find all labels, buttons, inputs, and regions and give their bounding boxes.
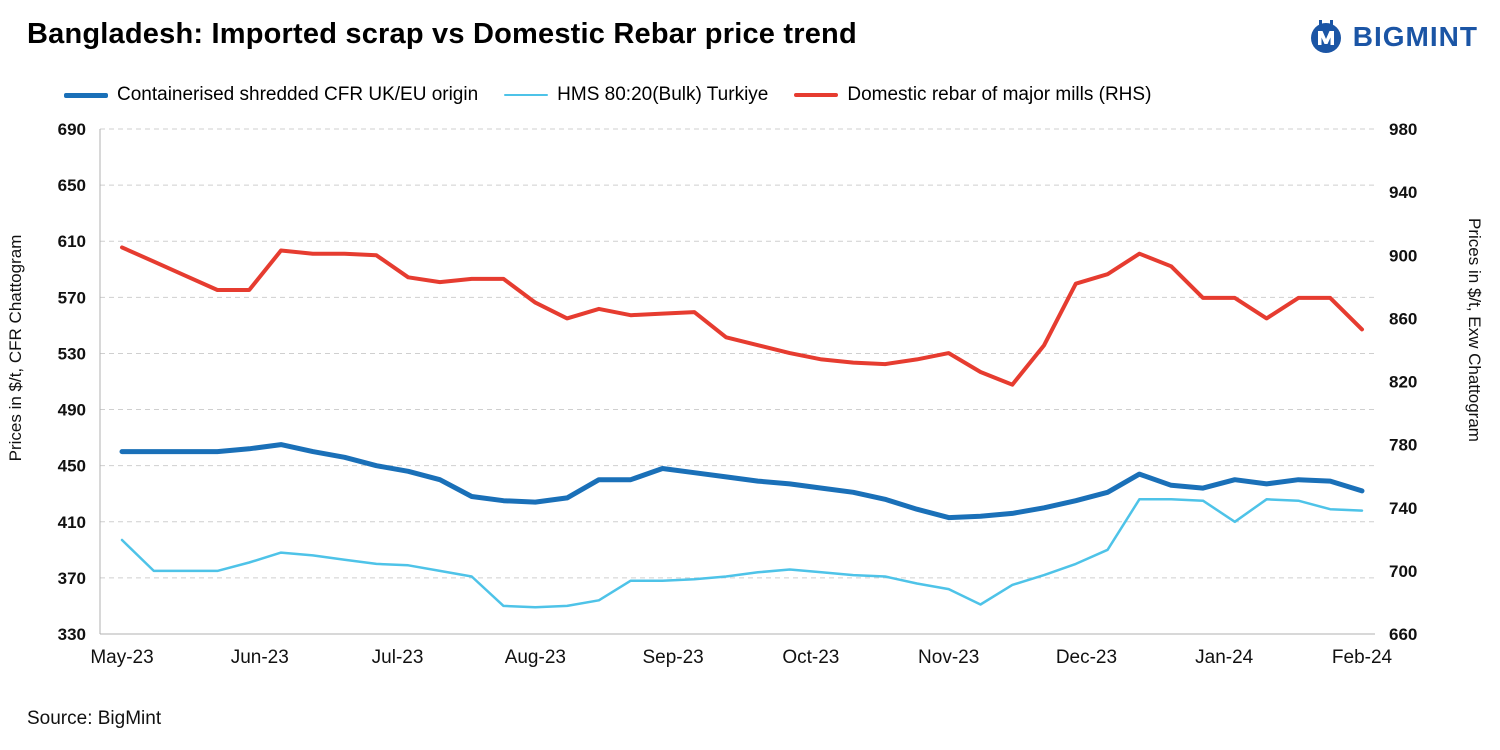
right-axis-tick-label: 940	[1389, 183, 1417, 202]
brand-logo: BIGMINT	[1307, 18, 1478, 56]
x-axis-tick-label: Jan-24	[1195, 647, 1254, 668]
x-axis-tick-label: Oct-23	[782, 647, 839, 668]
left-axis-tick-label: 570	[58, 288, 86, 307]
left-axis-tick-label: 650	[58, 176, 86, 195]
x-axis-tick-label: Feb-24	[1332, 647, 1393, 668]
right-axis-tick-label: 980	[1389, 120, 1417, 139]
left-axis-tick-label: 690	[58, 120, 86, 139]
left-axis-tick-label: 530	[58, 344, 86, 363]
x-axis-tick-label: Nov-23	[918, 647, 979, 668]
left-axis-tick-label: 330	[58, 625, 86, 644]
legend-swatch-hms-line	[504, 93, 549, 97]
x-axis-tick-label: Aug-23	[505, 647, 566, 668]
legend-swatch-shredded-line	[64, 92, 108, 98]
legend-swatch-rebar-line	[794, 93, 839, 97]
series-line-2	[120, 245, 1364, 387]
page-title: Bangladesh: Imported scrap vs Domestic R…	[27, 18, 857, 50]
left-axis-tick-label: 610	[58, 232, 86, 251]
left-axis-tick-label: 490	[58, 401, 86, 420]
x-axis-tick-label: Jul-23	[372, 647, 424, 668]
series-line-1	[120, 498, 1364, 609]
x-axis-tick-label: Jun-23	[231, 647, 289, 668]
chart-canvas: 330 370 410 450 490 530 570 610 650 690 660 700 740 7…	[58, 120, 1418, 668]
right-axis-tick-label: 740	[1389, 499, 1417, 518]
left-axis-tick-label: 410	[58, 513, 86, 532]
right-axis-tick-label: 860	[1389, 309, 1417, 328]
legend-label-rebar: Domestic rebar of major mills (RHS)	[847, 84, 1152, 105]
bigmint-icon	[1310, 20, 1341, 53]
x-axis-tick-label: May-23	[90, 647, 153, 668]
legend-item-shredded: Containerised shredded CFR UK/EU origin	[64, 84, 478, 106]
right-axis-tick-label: 780	[1389, 436, 1417, 455]
right-axis-tick-label: 900	[1389, 246, 1417, 265]
source-note: Source: BigMint	[27, 708, 162, 729]
legend-item-rebar: Domestic rebar of major mills (RHS)	[794, 84, 1151, 106]
legend-label-hms: HMS 80:20(Bulk) Turkiye	[557, 84, 769, 105]
legend-label-shredded: Containerised shredded CFR UK/EU origin	[117, 84, 479, 105]
right-axis-tick-label: 660	[1389, 625, 1417, 644]
legend: Containerised shredded CFR UK/EU origin …	[64, 84, 1151, 106]
x-axis-tick-label: Sep-23	[642, 647, 703, 668]
right-axis-tick-label: 820	[1389, 373, 1417, 392]
chart-area: 330 370 410 450 490 530 570 610 650 690 660 700 740 7…	[0, 110, 1500, 680]
brand-name: BIGMINT	[1352, 21, 1478, 52]
right-axis-tick-label: 700	[1389, 562, 1417, 581]
legend-item-hms: HMS 80:20(Bulk) Turkiye	[504, 84, 768, 106]
series-line-0	[119, 442, 1365, 521]
left-axis-tick-label: 370	[58, 569, 86, 588]
left-axis-tick-label: 450	[58, 457, 86, 476]
x-axis-tick-label: Dec-23	[1056, 647, 1117, 668]
